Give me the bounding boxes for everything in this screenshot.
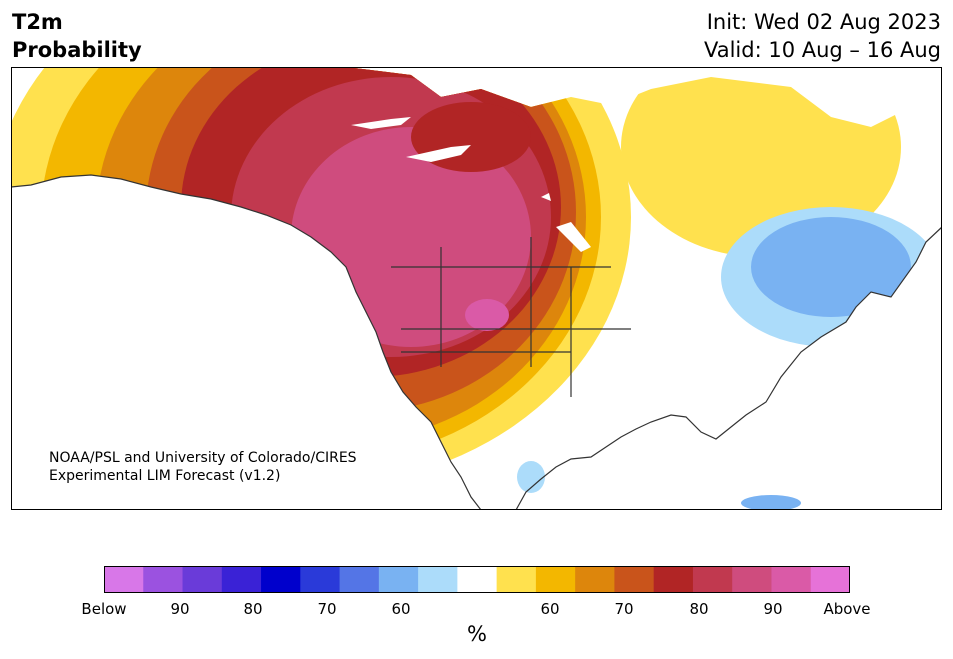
colorbar-swatch — [496, 566, 537, 593]
colorbar-tick-label: 80 — [689, 600, 709, 618]
colorbar-swatch — [418, 566, 458, 593]
colorbar-unit: % — [467, 622, 487, 646]
colorbar-swatch — [457, 566, 498, 593]
colorbar-swatch — [339, 566, 380, 593]
colorbar-tick-label: 70 — [317, 600, 337, 618]
lakes — [351, 117, 591, 252]
colorbar-swatch — [378, 566, 419, 593]
colorbar-tick-label: 80 — [243, 600, 263, 618]
colorbar-swatch — [614, 566, 655, 593]
colorbar-swatch — [653, 566, 694, 593]
colorbar-tick-label: 90 — [763, 600, 783, 618]
colorbar-swatch — [692, 566, 733, 593]
colorbar-border — [104, 566, 850, 593]
colorbar-tick-label: 60 — [391, 600, 411, 618]
title-line-2: Probability — [12, 38, 142, 62]
credit-text: NOAA/PSL and University of Colorado/CIRE… — [49, 449, 357, 485]
title-line-1: T2m — [12, 10, 63, 34]
init-date: Init: Wed 02 Aug 2023 — [706, 10, 941, 34]
colorbar-tick-label: Above — [823, 600, 871, 618]
probability-map — [11, 67, 942, 510]
colorbar-tick-label: 70 — [614, 600, 634, 618]
colorbar-swatch — [575, 566, 615, 593]
colorbar-swatch — [143, 566, 184, 593]
colorbar-swatch — [221, 566, 262, 593]
map-title: T2m Probability — [12, 8, 142, 64]
colorbar-swatch — [182, 566, 223, 593]
credit-line-1: NOAA/PSL and University of Colorado/CIRE… — [49, 450, 357, 466]
colorbar-tick-label: 90 — [170, 600, 190, 618]
colorbar-swatch — [300, 566, 341, 593]
colorbar-swatch — [104, 566, 144, 593]
colorbar — [104, 566, 850, 593]
colorbar-tick-label: Below — [81, 600, 127, 618]
colorbar-swatch — [810, 566, 850, 593]
colorbar-swatch — [261, 566, 301, 593]
colorbar-swatch — [535, 566, 576, 593]
colorbar-swatch — [732, 566, 772, 593]
coastlines-borders — [11, 174, 942, 510]
credit-line-2: Experimental LIM Forecast (v1.2) — [49, 468, 281, 484]
valid-date: Valid: 10 Aug – 16 Aug — [703, 38, 941, 62]
colorbar-swatch — [771, 566, 812, 593]
colorbar-tick-label: 60 — [540, 600, 560, 618]
map-border — [11, 67, 942, 510]
forecast-dates: Init: Wed 02 Aug 2023 Valid: 10 Aug – 16… — [704, 8, 941, 64]
